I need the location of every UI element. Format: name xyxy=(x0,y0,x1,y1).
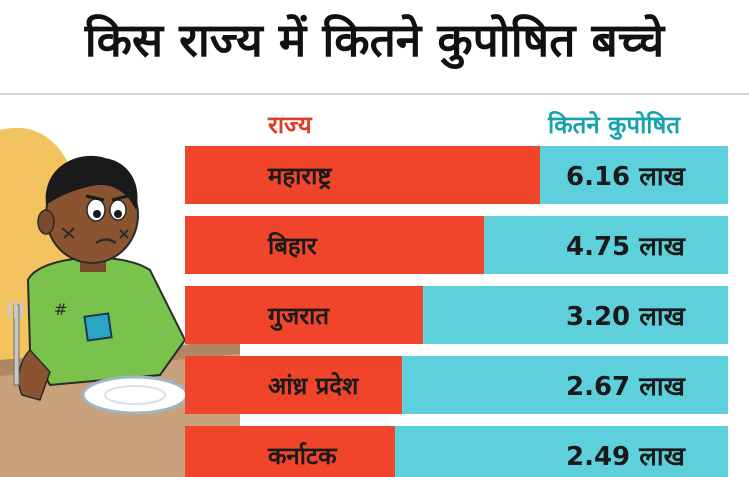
bar-state-segment xyxy=(185,356,403,414)
bar-value-segment xyxy=(423,286,728,344)
title-divider xyxy=(0,93,749,95)
value-label: 2.49 लाख xyxy=(566,442,687,472)
bar-value-segment xyxy=(540,146,728,204)
value-label: 6.16 लाख xyxy=(566,162,687,192)
svg-text:#: # xyxy=(54,300,67,319)
page-title: किस राज्य में कितने कुपोषित बच्चे xyxy=(84,13,665,67)
bars-layer: महाराष्ट्र 6.16 लाख बिहार 4.75 लाख गुजरात 3.2… xyxy=(185,146,728,477)
shirt-patch xyxy=(83,312,113,342)
state-label: आंध्र प्रदेश xyxy=(268,372,360,400)
bar-value-segment xyxy=(484,216,728,274)
value-label: 4.75 लाख xyxy=(566,232,687,262)
value-column-header: कितने कुपोषित xyxy=(548,111,681,139)
bar-state-segment xyxy=(185,216,485,274)
sad-mouth xyxy=(95,238,117,245)
bar-state-segment xyxy=(185,286,424,344)
bar-value-segment xyxy=(395,426,728,477)
value-label: 3.20 लाख xyxy=(566,302,687,332)
bar-state-segment xyxy=(185,426,395,477)
bar-state-segment xyxy=(185,146,540,204)
state-label: गुजरात xyxy=(267,302,330,331)
state-label: कर्नाटक xyxy=(267,442,338,470)
bar-value-segment xyxy=(402,356,728,414)
malnourished-child-illustration: # xyxy=(0,127,240,477)
state-label: महाराष्ट्र xyxy=(267,162,332,190)
state-column-header: राज्य xyxy=(268,111,312,139)
fork-icon xyxy=(8,302,23,386)
value-label: 2.67 लाख xyxy=(566,372,687,402)
state-label: बिहार xyxy=(267,232,318,260)
hair xyxy=(45,155,138,210)
